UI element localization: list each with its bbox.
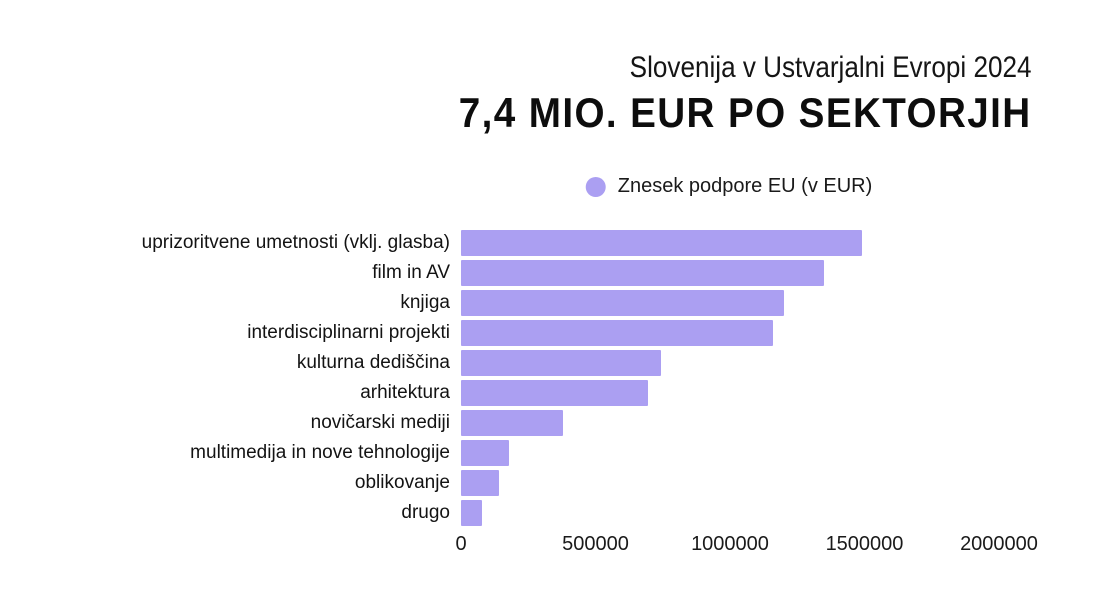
bar[interactable] [461,350,662,376]
bar[interactable] [461,320,774,346]
category-label: oblikovanje [354,472,450,493]
category-label: interdisciplinarni projekti [247,322,450,343]
bar-row: drugo [0,498,1094,528]
x-tick-label: 0 [455,533,467,555]
bar-row: novičarski mediji [0,408,1094,438]
category-label: film in AV [372,262,450,283]
legend-dot-icon [585,176,606,197]
legend-label: Znesek podpore EU (v EUR) [617,175,873,197]
bar-row: uprizoritvene umetnosti (vklj. glasba) [0,228,1094,258]
category-label: drugo [401,502,450,523]
bar[interactable] [461,260,825,286]
category-label: kulturna dediščina [296,352,450,373]
bar[interactable] [461,470,499,496]
category-label: multimedija in nove tehnologije [190,442,450,463]
x-tick-label: 1000000 [691,533,769,555]
chart-subtitle: 7,4 MIO. EUR PO SEKTORJIH [459,89,1032,136]
x-tick-label: 2000000 [960,533,1038,555]
category-label: knjiga [400,292,450,313]
category-label: uprizoritvene umetnosti (vklj. glasba) [141,232,450,253]
bar[interactable] [461,380,648,406]
category-label: novičarski mediji [310,412,450,433]
category-label: arhitektura [360,382,450,403]
bar-row: oblikovanje [0,468,1094,498]
bar[interactable] [461,230,862,256]
chart-title: Slovenija v Ustvarjalni Evropi 2024 [630,51,1032,84]
title-block: Slovenija v Ustvarjalni Evropi 2024 7,4 … [409,50,1032,138]
x-tick-label: 500000 [562,533,629,555]
x-axis: 0 500000 1000000 1500000 2000000 [455,533,1038,561]
bar-row: interdisciplinarni projekti [0,318,1094,348]
legend: Znesek podpore EU (v EUR) [585,175,873,198]
bar-row: arhitektura [0,378,1094,408]
bar-row: knjiga [0,288,1094,318]
bar-row: multimedija in nove tehnologije [0,438,1094,468]
bar[interactable] [461,290,784,316]
bar[interactable] [461,500,482,526]
bar-row: film in AV [0,258,1094,288]
bar[interactable] [461,440,510,466]
bar-row: kulturna dediščina [0,348,1094,378]
bar[interactable] [461,410,564,436]
x-tick-label: 1500000 [825,533,904,555]
